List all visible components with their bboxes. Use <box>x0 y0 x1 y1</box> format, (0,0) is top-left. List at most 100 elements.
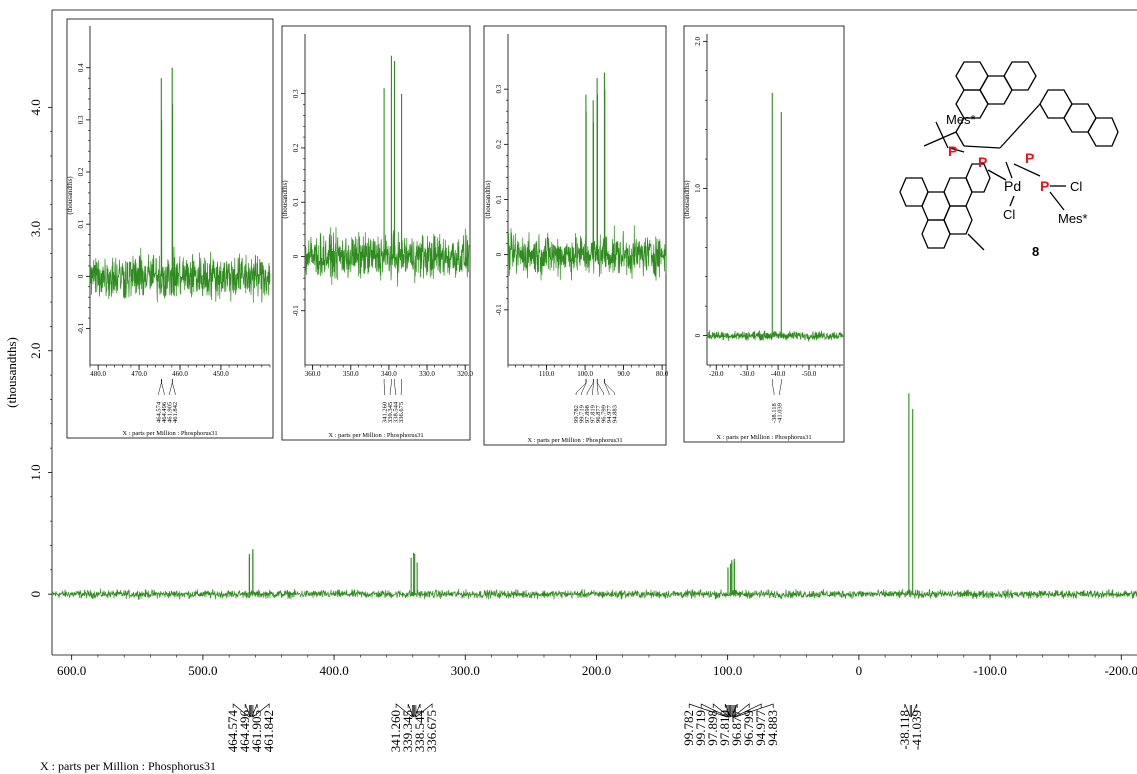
inset-peak-label: 461.842 <box>172 402 179 423</box>
main-peak-leader <box>735 703 774 718</box>
inset-peak-label: 464.496 <box>161 401 168 423</box>
inset-peak-label: -38.118 <box>771 403 778 423</box>
main-x-tick-label: 100.0 <box>713 663 742 678</box>
inset-2-x-tick-label: 350.0 <box>343 370 359 378</box>
inset-2-x-tick-label: 330.0 <box>419 370 435 378</box>
inset-peak-label: 97.819 <box>590 405 597 423</box>
p-atom-4: P <box>1040 178 1049 194</box>
inset-x-axis-title: X : parts per Million : Phosphorus31 <box>716 434 811 441</box>
inset-peak-leader <box>604 379 610 395</box>
inset-3-y-tick-label: -0.1 <box>495 304 503 316</box>
inset-2-y-tick-label: 0.1 <box>292 197 300 206</box>
main-y-tick-label: 0 <box>28 591 43 598</box>
main-peak-leader <box>407 703 414 718</box>
inset-peak-label: 464.574 <box>156 401 163 423</box>
main-x-tick-label: 600.0 <box>57 663 86 678</box>
main-peak-label: 94.883 <box>765 710 780 746</box>
main-peak-leader <box>724 703 731 718</box>
inset-peak-label: 338.544 <box>393 401 400 423</box>
inset-3-x-tick-label: 110.0 <box>539 370 555 378</box>
inset-3-y-tick-label: 0.3 <box>495 84 503 93</box>
inset-peak-leader <box>604 379 615 395</box>
inset-2-y-tick-label: 0 <box>292 254 300 258</box>
main-peak-label: 338.544 <box>412 710 427 753</box>
main-peak-leader <box>712 703 730 718</box>
inset-2-frame <box>281 25 471 441</box>
main-peak-leader <box>252 703 270 718</box>
inset-peak-leader <box>158 379 162 395</box>
compound-number: 8 <box>1032 244 1039 259</box>
inset-3-x-tick-label: 100.0 <box>577 370 593 378</box>
molecule-structure: Mes* P P P P Pd Cl Cl Mes* 8 <box>899 61 1119 259</box>
main-peak-leader <box>414 703 421 718</box>
inset-4-frame <box>683 25 845 443</box>
inset-x-axis-title: X : parts per Million : Phosphorus31 <box>527 437 622 444</box>
main-peak-leader <box>232 703 250 718</box>
main-y-axis-title: (thousandths) <box>4 337 19 408</box>
inset-peak-label: 341.260 <box>382 402 389 423</box>
main-peak-leader <box>732 703 750 718</box>
main-peak-leader <box>904 703 911 718</box>
inset-panels: -0.1 0 0.1 0.2 0.3 0.4 (thousandths) 480.0 470.0… <box>66 18 845 446</box>
inset-1-y-tick-label: 0.4 <box>77 63 85 72</box>
inset-peak-leader <box>169 379 173 395</box>
inset-peak-label: 97.898 <box>584 405 591 423</box>
main-spectrum-trace <box>51 588 1137 600</box>
inset-1-y-tick-label: 0.1 <box>77 219 85 228</box>
inset-4-panel: 0 1.0 2.0 (thousandths) -20.0 -30.0 -40.0 -50.0… <box>683 25 845 443</box>
main-peak-label: -41.039 <box>909 710 924 750</box>
inset-1-y-tick-label: 0 <box>77 274 85 278</box>
main-y-tick-label: 3.0 <box>28 221 43 237</box>
main-x-tick-label: 200.0 <box>582 663 611 678</box>
inset-peak-leader <box>394 379 396 395</box>
p-atom-1: P <box>948 143 957 159</box>
inset-peak-leader <box>779 379 782 395</box>
main-y-tick-label: 2.0 <box>28 343 43 359</box>
main-peak-label: 461.842 <box>261 710 276 752</box>
main-peak-label: 341.260 <box>388 710 403 752</box>
inset-peak-leader <box>389 379 392 395</box>
inset-peak-label: 339.345 <box>387 402 394 423</box>
inset-peak-label: 336.675 <box>398 402 405 423</box>
main-x-tick-label: 300.0 <box>451 663 480 678</box>
inset-3-x-tick-label: 90.0 <box>617 370 630 378</box>
p-atom-2: P <box>978 154 987 170</box>
inset-3-y-axis-title: (thousandths) <box>484 180 492 219</box>
inset-1-x-tick-label: 480.0 <box>90 370 106 378</box>
main-peak-label: 94.977 <box>753 710 768 746</box>
inset-peak-label: 99.782 <box>573 405 580 423</box>
inset-3-y-tick-label: 0.1 <box>495 195 503 204</box>
main-x-tick-label: -200.0 <box>1104 663 1137 678</box>
inset-2-spectrum-trace <box>304 227 470 287</box>
inset-4-x-tick-label: -30.0 <box>740 370 755 378</box>
inset-peak-leader <box>597 379 604 395</box>
inset-4-y-tick-label: 0 <box>694 333 702 337</box>
inset-peak-label: 94.883 <box>612 405 619 423</box>
main-x-tick-label: 500.0 <box>188 663 217 678</box>
main-peak-label: 339.345 <box>400 710 415 752</box>
cl-atom-right: Cl <box>1070 179 1082 194</box>
main-x-tick-label: -100.0 <box>973 663 1007 678</box>
inset-2-y-tick-label: 0.2 <box>292 143 300 152</box>
main-peak-leader <box>244 703 251 718</box>
main-peak-label: 464.496 <box>237 710 252 753</box>
p-atom-3: P <box>1025 150 1034 166</box>
inset-peak-leader <box>383 379 385 395</box>
main-peak-label: 461.905 <box>249 710 264 752</box>
inset-peak-label: 461.905 <box>167 402 174 423</box>
inset-3-frame <box>483 25 667 446</box>
main-peak-label: 464.574 <box>225 710 240 753</box>
inset-peak-label: 96.799 <box>601 405 608 423</box>
inset-1-frame <box>66 18 274 439</box>
pd-atom: Pd <box>1004 178 1021 194</box>
main-peak-label: 99.719 <box>693 710 708 746</box>
inset-2-x-tick-label: 320.0 <box>457 370 473 378</box>
inset-4-x-tick-label: -20.0 <box>709 370 724 378</box>
inset-peak-leader <box>772 379 775 395</box>
inset-1-x-tick-label: 470.0 <box>131 370 147 378</box>
main-y-tick-label: 1.0 <box>28 464 43 480</box>
inset-3-panel: -0.1 0 0.1 0.2 0.3 (thousandths) 110.0 100.0 90.… <box>483 25 669 446</box>
inset-x-axis-title: X : parts per Million : Phosphorus31 <box>328 432 423 439</box>
inset-4-x-tick-label: -50.0 <box>802 370 817 378</box>
